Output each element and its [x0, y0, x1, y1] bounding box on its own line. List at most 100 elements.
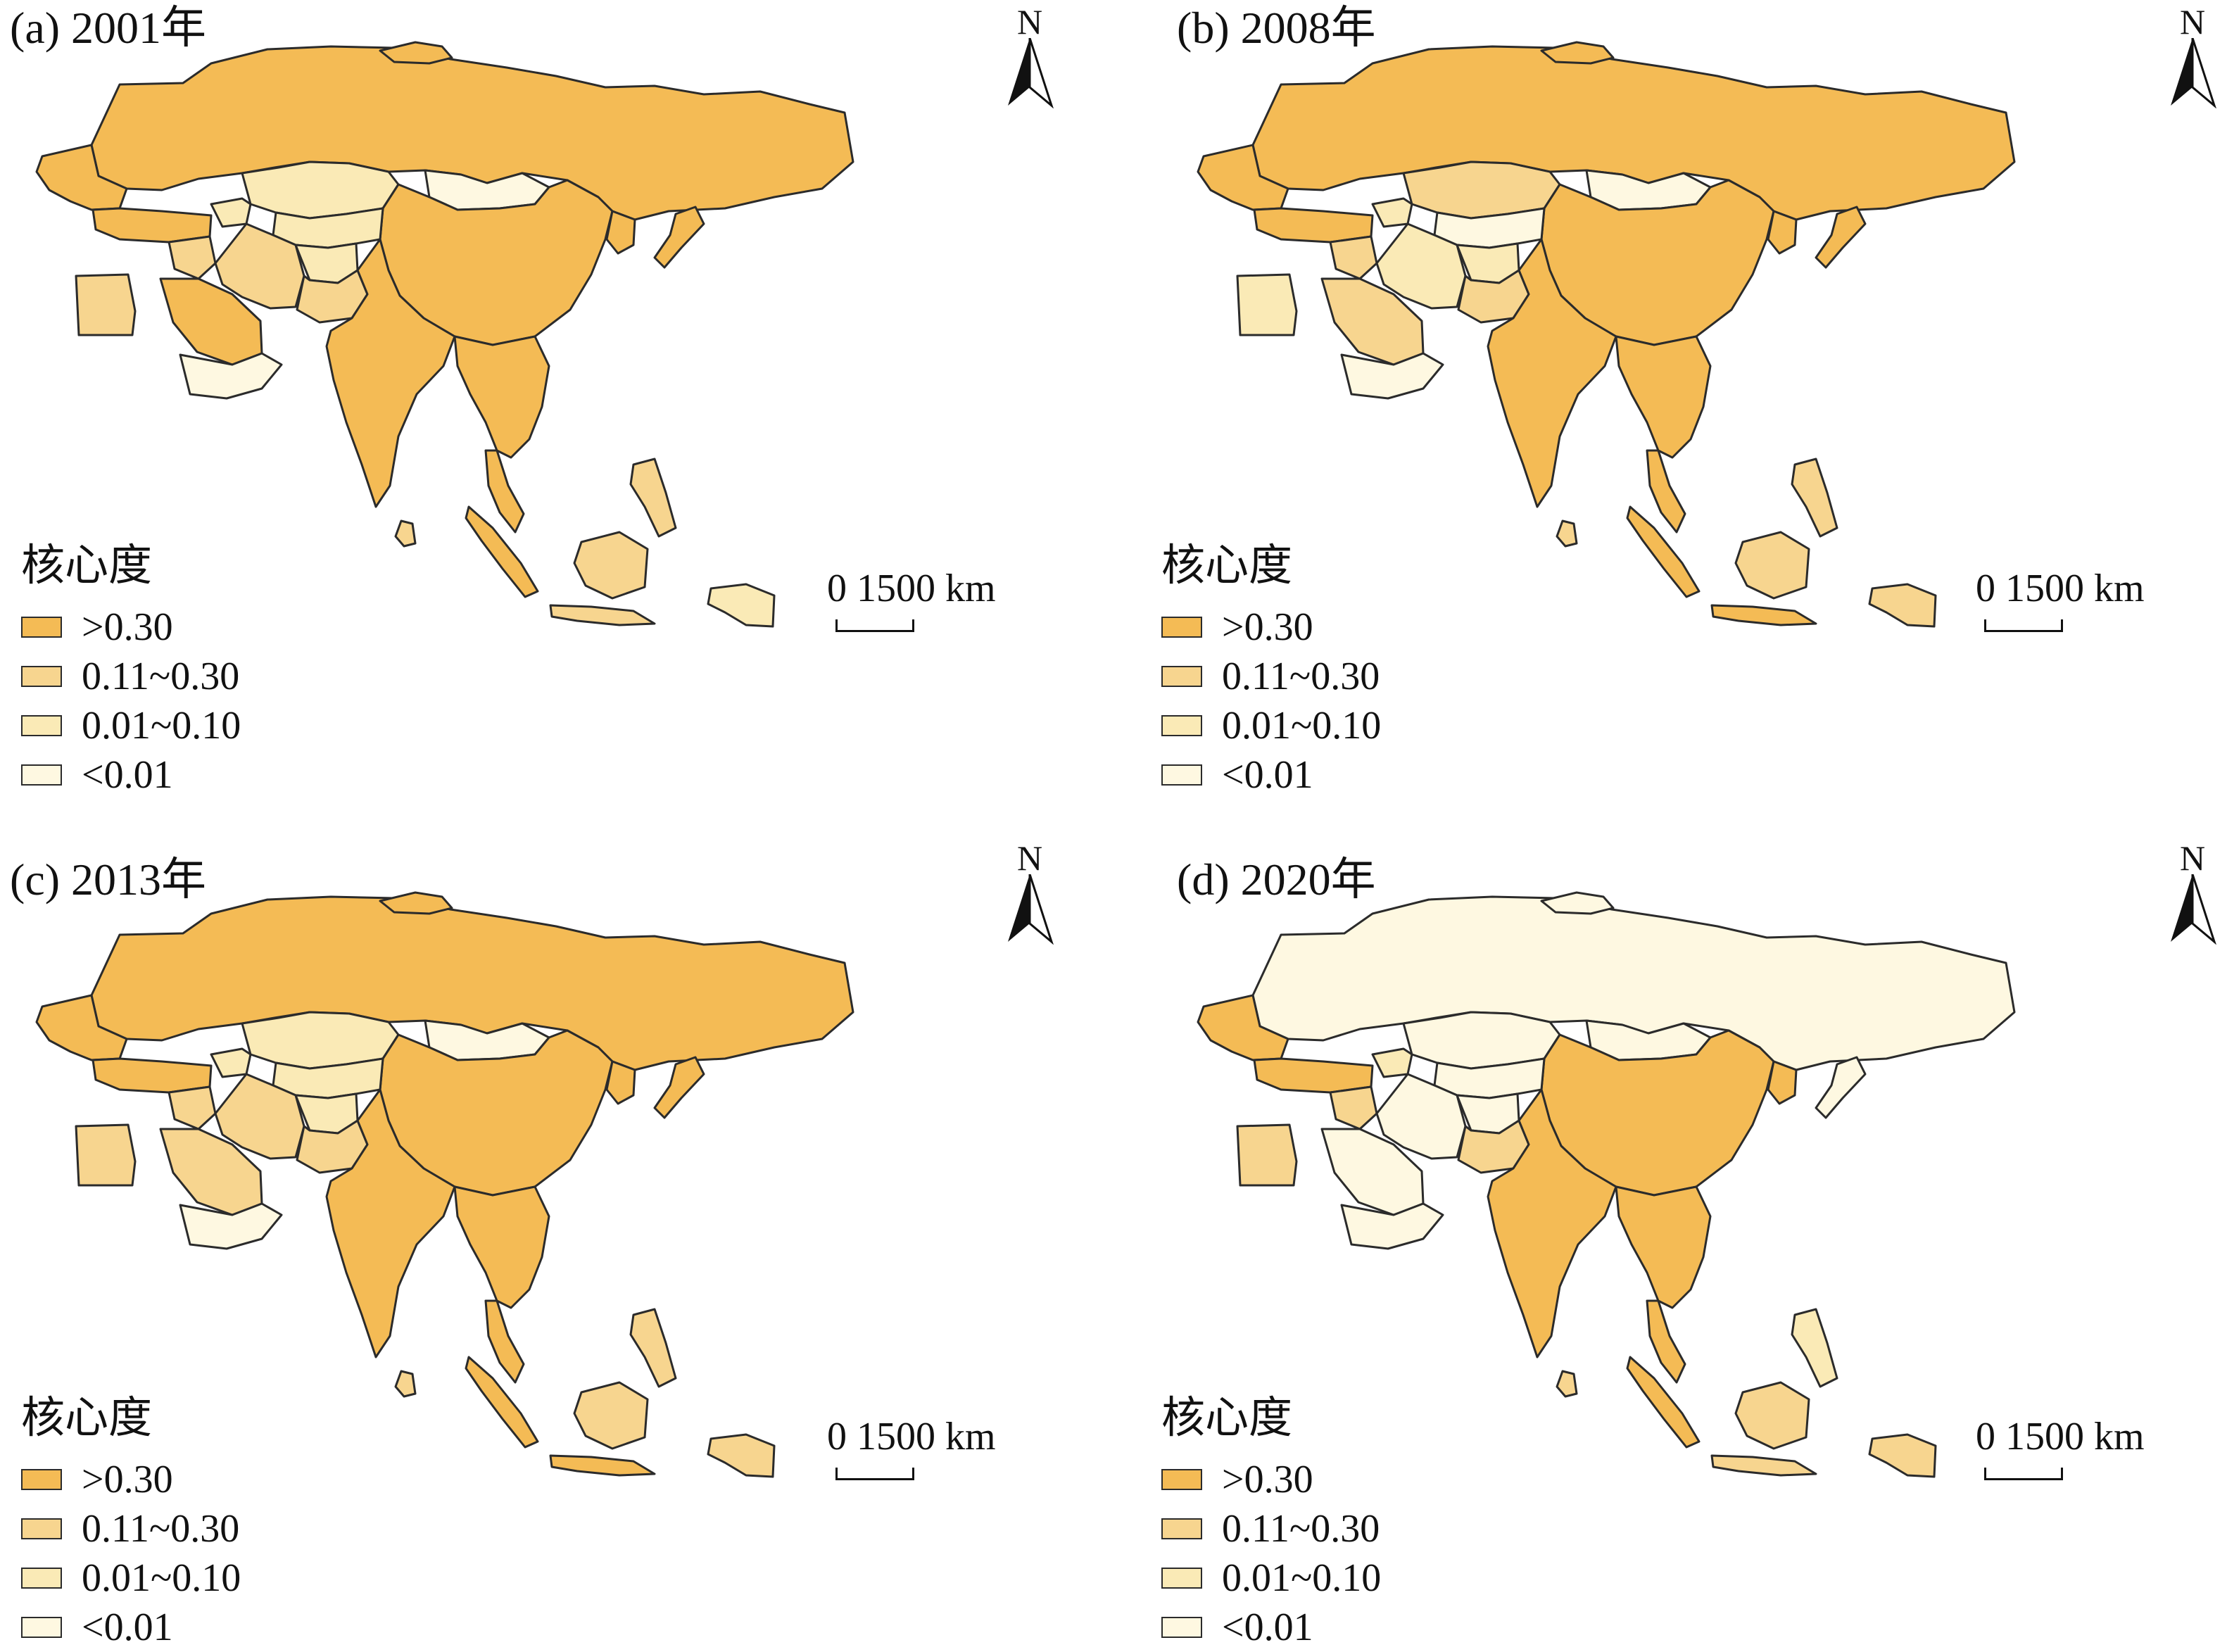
legend-item: 0.01~0.10: [1161, 1553, 1381, 1603]
map-panel-d: (d) 2020年 N 核心度 >0.30 0.11~0.30 0.01~0.1…: [1114, 822, 2227, 1647]
legend-swatch: [1161, 764, 1202, 786]
legend-swatch: [21, 1469, 62, 1490]
region-philippines: [629, 1308, 677, 1388]
region-egypt: [75, 273, 137, 336]
region-yemen-oman: [179, 1202, 283, 1250]
legend-label: 0.01~0.10: [82, 704, 241, 748]
region-java: [1710, 604, 1817, 626]
scale-line: [1984, 619, 2063, 632]
region-java: [549, 1454, 656, 1477]
region-turkey: [92, 207, 213, 244]
legend-label: 0.11~0.30: [82, 1507, 240, 1551]
map-regions: [35, 41, 854, 628]
legend-swatch: [21, 764, 62, 786]
north-arrow-icon: [2171, 38, 2216, 108]
region-malay-peninsula: [484, 449, 525, 534]
legend-item: 0.11~0.30: [21, 652, 241, 701]
region-egypt: [1236, 273, 1298, 336]
legend: 核心度 >0.30 0.11~0.30 0.01~0.10 <0.01: [21, 543, 241, 800]
legend-swatch: [21, 715, 62, 736]
region-egypt: [75, 1123, 137, 1187]
legend-label: <0.01: [82, 753, 173, 797]
scale-bar: 0 1500 km: [1976, 1417, 2145, 1480]
north-arrow: N: [1005, 840, 1054, 946]
legend-item: <0.01: [1161, 750, 1381, 800]
legend-label: 0.11~0.30: [82, 655, 240, 698]
region-sumatra: [1626, 1356, 1701, 1449]
region-yemen-oman: [1340, 1202, 1444, 1250]
region-caucasus: [1371, 197, 1413, 228]
region-novaya-zemlya: [379, 41, 453, 65]
map-regions: [1197, 891, 2016, 1478]
region-turkey: [1253, 1057, 1374, 1094]
map-panel-b: (b) 2008年 N 核心度 >0.30 0.11~0.30 0.01~0.1…: [1114, 0, 2227, 822]
region-malay-peninsula: [1646, 1299, 1686, 1384]
legend-item: 0.01~0.10: [1161, 701, 1381, 750]
north-arrow: N: [2168, 840, 2217, 946]
region-japan: [653, 206, 705, 269]
region-indochina: [1615, 335, 1712, 459]
legend-swatch: [1161, 617, 1202, 638]
region-india: [325, 238, 456, 508]
region-borneo: [573, 531, 649, 600]
legend-label: 0.11~0.30: [1222, 1507, 1380, 1551]
region-sumatra: [1626, 505, 1701, 598]
legend-item: >0.30: [1161, 1455, 1381, 1504]
north-letter: N: [2179, 838, 2206, 878]
north-arrow-icon: [1008, 38, 1054, 108]
legend-title: 核心度: [1161, 539, 1293, 591]
region-japan: [1815, 206, 1867, 269]
north-arrow-icon: [2171, 874, 2216, 945]
region-levant: [168, 1085, 217, 1130]
legend-item: >0.30: [21, 603, 241, 652]
region-malay-peninsula: [1646, 449, 1686, 534]
legend-label: >0.30: [1222, 605, 1313, 649]
legend-item: 0.01~0.10: [21, 701, 241, 750]
scale-bar: 0 1500 km: [827, 569, 996, 632]
region-turkey: [92, 1057, 213, 1094]
region-new-guinea: [707, 1433, 776, 1478]
map-svg: [1197, 891, 2016, 1478]
legend-item: 0.11~0.30: [1161, 652, 1381, 701]
legend-label: 0.01~0.10: [82, 1556, 241, 1600]
legend-item: 0.11~0.30: [21, 1504, 241, 1553]
region-egypt: [1236, 1123, 1298, 1187]
region-novaya-zemlya: [1540, 891, 1615, 915]
map-panel-c: (c) 2013年 N 核心度 >0.30 0.11~0.30 0.01~0.1…: [0, 822, 1114, 1647]
legend-label: >0.30: [82, 605, 173, 649]
region-sri-lanka: [394, 1370, 417, 1398]
north-letter: N: [1016, 2, 1043, 42]
north-letter: N: [2179, 2, 2206, 42]
region-sri-lanka: [394, 519, 417, 548]
region-novaya-zemlya: [379, 891, 453, 915]
legend: 核心度 >0.30 0.11~0.30 0.01~0.10 <0.01: [1161, 543, 1381, 800]
legend-swatch: [21, 617, 62, 638]
legend-label: <0.01: [82, 1606, 173, 1649]
legend-title: 核心度: [21, 1392, 153, 1443]
region-levant: [1329, 235, 1378, 280]
north-arrow-icon: [1008, 874, 1054, 945]
region-yemen-oman: [1340, 352, 1444, 400]
legend-item: <0.01: [21, 1603, 241, 1652]
legend-swatch: [1161, 1469, 1202, 1490]
region-japan: [653, 1056, 705, 1119]
map-svg: [35, 891, 854, 1478]
north-letter: N: [1016, 838, 1043, 878]
legend-item: 0.01~0.10: [21, 1553, 241, 1603]
region-java: [549, 604, 656, 626]
legend-swatch: [21, 1617, 62, 1638]
legend-item: 0.11~0.30: [1161, 1504, 1381, 1553]
scale-bar: 0 1500 km: [827, 1417, 996, 1480]
scale-line: [835, 1468, 914, 1480]
region-novaya-zemlya: [1540, 41, 1615, 65]
region-caucasus: [210, 197, 252, 228]
legend-swatch: [21, 1518, 62, 1539]
region-turkey: [1253, 207, 1374, 244]
region-sri-lanka: [1556, 1370, 1578, 1398]
legend-swatch: [1161, 715, 1202, 736]
legend-swatch: [21, 666, 62, 687]
region-philippines: [1791, 1308, 1838, 1388]
legend-label: 0.01~0.10: [1222, 704, 1382, 748]
region-yemen-oman: [179, 352, 283, 400]
region-levant: [168, 235, 217, 280]
